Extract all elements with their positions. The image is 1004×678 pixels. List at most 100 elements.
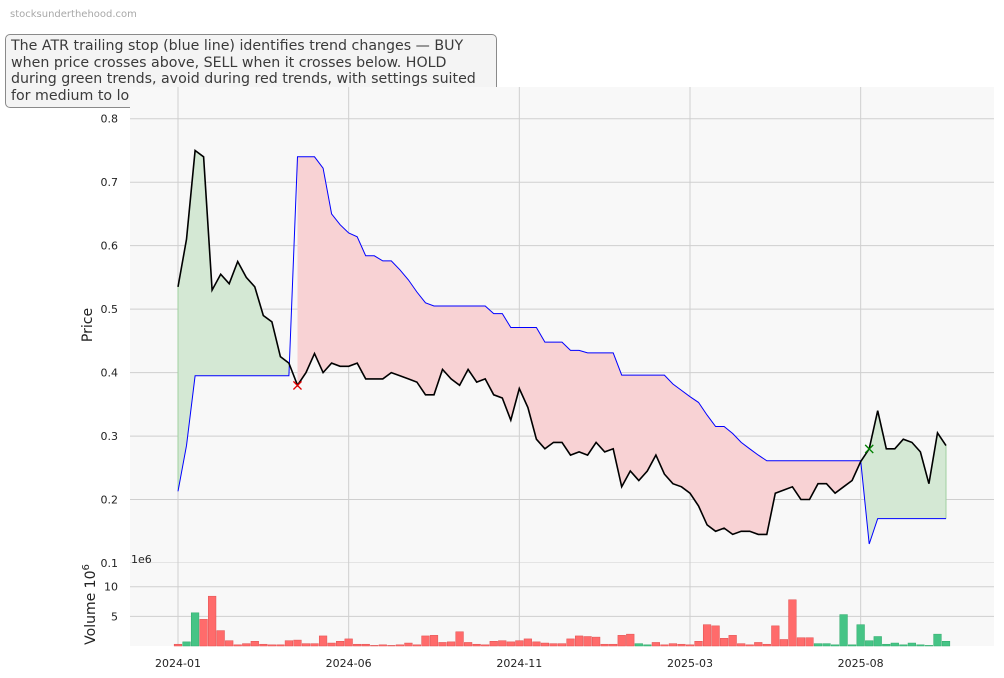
volume-bar — [600, 643, 609, 647]
volume-bar — [728, 635, 737, 647]
volume-bar — [941, 641, 951, 647]
volume-bar — [566, 638, 575, 647]
price-y-tick-label: 0.4 — [101, 367, 119, 380]
volume-bar — [702, 624, 712, 647]
volume-bar — [737, 643, 746, 647]
volume-bar — [489, 641, 498, 647]
volume-bar — [515, 640, 524, 647]
volume-bar — [660, 644, 669, 647]
bull-trend-fill — [178, 150, 289, 492]
volume-bar — [848, 644, 857, 647]
volume-bar — [677, 643, 686, 647]
price-axis-label: Price — [80, 308, 96, 342]
volume-bar — [540, 642, 550, 647]
volume-axis-label: Volume 106 — [81, 564, 99, 645]
volume-axis-label-text: Volume 10 — [83, 571, 99, 645]
price-y-tick-label: 0.7 — [101, 176, 119, 189]
volume-bar — [762, 643, 771, 647]
volume-bar — [651, 642, 660, 647]
volume-bar — [924, 645, 934, 647]
volume-bar — [583, 636, 592, 647]
volume-bar — [199, 619, 208, 647]
volume-offset-text: 1e6 — [131, 553, 152, 566]
volume-bar — [865, 640, 874, 647]
volume-bar — [250, 641, 259, 647]
volume-y-tick-label: 10 — [104, 581, 118, 594]
sell-signal-marker: × — [291, 375, 304, 394]
volume-bar — [190, 612, 200, 647]
volume-bar — [370, 645, 379, 647]
volume-bar — [498, 640, 507, 647]
volume-bar — [387, 645, 396, 647]
volume-bar — [557, 643, 567, 647]
volume-y-tick-label: 5 — [111, 610, 118, 623]
volume-bar — [668, 643, 678, 647]
volume-bar — [574, 635, 584, 647]
volume-bar — [609, 643, 618, 647]
price-line — [177, 149, 947, 536]
volume-panel: 2024-01 2024-06 2024-11 2025-03 2025-08 5 10 Vo… — [81, 553, 994, 670]
volume-bar — [446, 641, 456, 647]
x-tick-label: 2025-03 — [667, 657, 713, 670]
volume-bar — [873, 636, 882, 647]
volume-bar — [796, 637, 806, 647]
volume-bar — [532, 641, 541, 647]
volume-bar — [344, 638, 353, 647]
volume-bar — [643, 644, 652, 647]
volume-plot-area — [130, 563, 994, 646]
volume-bar — [233, 644, 242, 647]
volume-bar — [242, 643, 251, 647]
volume-axis-exponent: 6 — [81, 564, 92, 570]
volume-bar — [276, 644, 285, 647]
volume-bar — [429, 635, 439, 647]
volume-bar — [754, 642, 763, 647]
volume-bar — [267, 644, 276, 647]
volume-bar — [592, 636, 601, 647]
bear-trend-fill — [297, 156, 861, 535]
volume-bar — [933, 633, 942, 647]
x-tick-label: 2024-11 — [496, 657, 542, 670]
volume-bar — [395, 644, 404, 647]
volume-bar — [745, 644, 754, 647]
volume-bar — [890, 642, 899, 647]
volume-bar — [472, 643, 481, 647]
volume-bar — [336, 641, 345, 647]
volume-bar — [481, 644, 490, 647]
volume-bar — [771, 625, 780, 647]
volume-bar — [523, 638, 532, 647]
volume-bar — [438, 642, 447, 647]
volume-bar — [318, 635, 328, 647]
volume-bar — [421, 635, 430, 647]
volume-bar — [361, 643, 370, 647]
volume-bar — [839, 614, 848, 647]
x-tick-label: 2024-01 — [155, 657, 201, 670]
volume-bar — [813, 643, 823, 647]
watermark: stocksunderthehood.com — [10, 9, 137, 20]
volume-bar — [916, 644, 925, 647]
volume-bar — [634, 643, 643, 647]
volume-bar — [182, 641, 191, 647]
volume-bar — [788, 599, 797, 647]
volume-bar — [464, 642, 473, 647]
volume-bar — [293, 639, 302, 647]
volume-bar — [694, 641, 703, 647]
volume-bar — [310, 643, 319, 647]
volume-bar — [720, 638, 729, 647]
volume-bar — [856, 624, 865, 647]
volume-bar — [899, 644, 908, 647]
price-y-tick-label: 0.1 — [101, 557, 119, 570]
volume-bar — [216, 630, 225, 647]
volume-bar — [882, 643, 891, 647]
price-y-tick-label: 0.6 — [101, 240, 119, 253]
volume-bar — [455, 631, 464, 647]
price-y-tick-label: 0.3 — [101, 430, 119, 443]
volume-bar — [617, 635, 626, 647]
price-y-tick-label: 0.8 — [101, 113, 119, 126]
price-y-tick-label: 0.2 — [101, 494, 119, 507]
bull-trend-fill — [860, 410, 946, 544]
volume-bar — [284, 640, 294, 647]
atr-trailing-stop-line — [177, 156, 946, 545]
volume-bar — [378, 644, 387, 647]
volume-bar — [907, 642, 916, 647]
